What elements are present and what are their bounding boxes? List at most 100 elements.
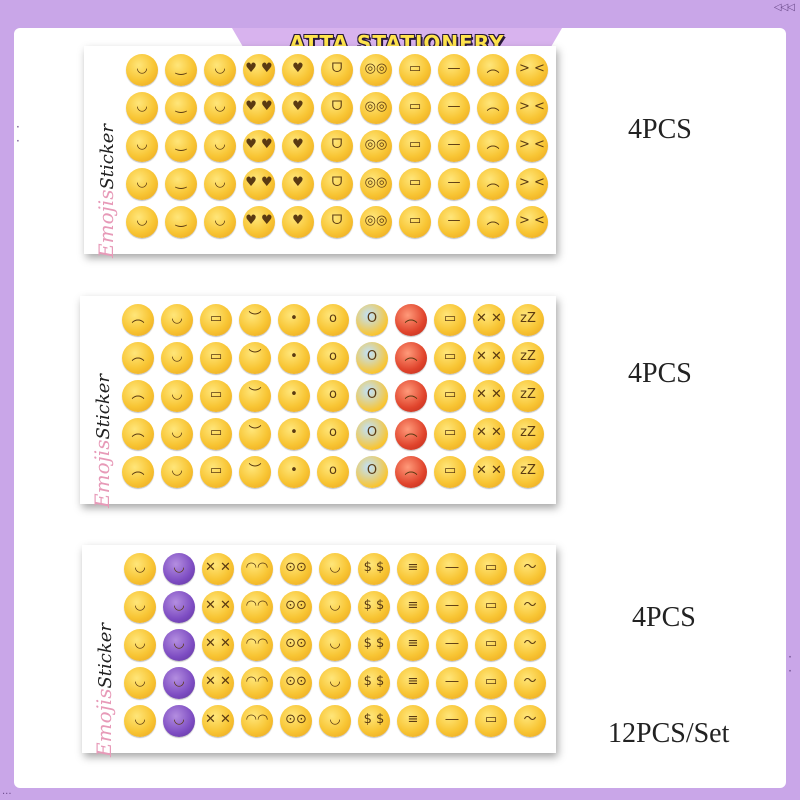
disappointed-face-icon: ︵	[477, 92, 509, 124]
emoji-grid: ◡ ◡ ✕ ✕ ◠◠ ⊙⊙ ◡ $ $ ≡ ― ▭ ～ ◡ ◡ ✕ ✕ ◠◠ ⊙⊙ ◡ $ $ ≡ ― ▭ ～ ◡ ◡ ✕ ✕ ◠…	[124, 553, 553, 743]
money-mouth-icon: $ $	[358, 667, 390, 699]
nerd-face-icon: ⊙⊙	[280, 553, 312, 585]
grimacing-face-icon: ▭	[399, 130, 431, 162]
flushed-face-icon: ◎◎	[360, 92, 392, 124]
smiling-blush-icon: ‿	[165, 92, 197, 124]
angry-face-icon: ︵	[395, 342, 427, 374]
emoji-face-mark: ―	[445, 712, 459, 727]
dizzy-face-icon: ✕ ✕	[473, 342, 505, 374]
emoji-face-mark: ▭	[443, 311, 457, 326]
tears-of-joy-icon: ◡	[161, 456, 193, 488]
smiling-devil-icon: ◡	[163, 553, 195, 585]
frame-dots-bottom-icon: ···	[2, 789, 12, 800]
emoji-face-mark: ◡	[136, 61, 148, 76]
emoji-face-mark: zZ	[520, 425, 536, 440]
sleeping-face-icon: zZ	[512, 342, 544, 374]
emoji-face-mark: ◠◠	[245, 560, 269, 575]
emoji-face-mark: ‿	[175, 99, 187, 114]
tears-of-joy-icon: ◡	[161, 342, 193, 374]
emoji-face-mark: > <	[519, 61, 545, 76]
disappointed-face-icon: ︵	[477, 130, 509, 162]
emoji-face-mark: ▭	[209, 463, 223, 478]
emoji-face-mark: ♥ ♥	[245, 213, 273, 228]
emoji-face-mark: > <	[519, 99, 545, 114]
emoji-face-mark: zZ	[520, 387, 536, 402]
emoji-face-mark: ▭	[209, 349, 223, 364]
dizzy-face-icon: ✕ ✕	[473, 456, 505, 488]
emoji-face-mark: ≡	[407, 636, 419, 651]
emoji-face-mark: ♥	[292, 137, 304, 152]
angry-face-icon: ︵	[395, 304, 427, 336]
yum-face-icon: ◡	[124, 705, 156, 737]
smiling-blush-icon: ‿	[165, 168, 197, 200]
unamused-face-icon: —	[438, 92, 470, 124]
emoji-face-mark: o	[329, 425, 337, 440]
emoji-face-mark: ▭	[484, 712, 498, 727]
emoji-face-mark: o	[329, 311, 337, 326]
emoji-face-mark: ⊙⊙	[285, 598, 307, 613]
emoji-face-mark: ◡	[134, 636, 146, 651]
laughing-squint-icon: > <	[516, 168, 548, 200]
thinking-face-icon: ～	[514, 629, 546, 661]
laughing-squint-icon: > <	[516, 54, 548, 86]
emoji-face-mark: ◎◎	[364, 99, 388, 114]
emoji-face-mark: $ $	[363, 636, 385, 651]
emoji-face-mark: ◡	[214, 61, 226, 76]
emoji-face-mark: ≡	[407, 712, 419, 727]
smiling-devil-icon: ◡	[163, 667, 195, 699]
emoji-face-mark: ︵	[486, 137, 500, 152]
emoji-face-mark: ◡	[134, 598, 146, 613]
crying-face-icon: ︵	[122, 342, 154, 374]
emoji-face-mark: ◠◠	[245, 598, 269, 613]
emoji-face-mark: ▭	[209, 311, 223, 326]
emoji-face-mark: o	[329, 387, 337, 402]
tongue-wink-icon: ᗜ	[321, 92, 353, 124]
frame-dots-left-icon: · ·	[16, 120, 20, 148]
money-mouth-icon: $ $	[358, 553, 390, 585]
tired-face-icon: ▭	[434, 418, 466, 450]
emoji-face-mark: $ $	[363, 712, 385, 727]
emoji-face-mark: ♥	[292, 99, 304, 114]
emoji-face-mark: ︵	[131, 311, 145, 326]
emoji-face-mark: ✕ ✕	[205, 636, 231, 651]
dizzy-face-icon: ✕ ✕	[473, 418, 505, 450]
emoji-face-mark: ︵	[131, 463, 145, 478]
emoji-face-mark: o	[329, 349, 337, 364]
emoji-face-mark: ︵	[486, 213, 500, 228]
emoji-face-mark: > <	[519, 137, 545, 152]
emoji-grid: ︵ ◡ ▭ ︶ • o O ︵ ▭ ✕ ✕ zZ ︵ ◡ ▭ ︶ • o O ︵ ▭ ✕ ✕ zZ ︵ ◡ ▭ ︶ • o O ︵ ▭ ✕ ✕…	[122, 304, 551, 494]
emoji-face-mark: ◡	[329, 712, 341, 727]
emoji-face-mark: ◡	[171, 311, 183, 326]
tears-of-joy-icon: ◡	[161, 418, 193, 450]
emoji-face-mark: ◡	[171, 349, 183, 364]
laughing-squint-icon: > <	[516, 206, 548, 238]
emoji-face-mark: —	[447, 61, 461, 76]
nerd-face-icon: ⊙⊙	[280, 705, 312, 737]
emoji-face-mark: ▭	[443, 463, 457, 478]
thermometer-face-icon: ―	[436, 667, 468, 699]
bandage-face-icon: ▭	[475, 553, 507, 585]
emoji-face-mark: ︶	[248, 387, 262, 402]
emoji-face-mark: ▭	[443, 425, 457, 440]
corner-arrows-icon: ◁◁◁	[773, 2, 795, 13]
unamused-face-icon: —	[438, 168, 470, 200]
hushed-face-icon: •	[278, 418, 310, 450]
loudly-crying-icon: ▭	[200, 380, 232, 412]
crying-face-icon: ︵	[122, 456, 154, 488]
emoji-face-mark: ▭	[209, 425, 223, 440]
emoji-face-mark: ▭	[408, 137, 422, 152]
emoji-face-mark: ♥ ♥	[245, 137, 273, 152]
emoji-face-mark: ―	[445, 598, 459, 613]
emoji-face-mark: ◡	[136, 137, 148, 152]
hugging-face-icon: ◡	[319, 629, 351, 661]
hugging-face-icon: ◡	[319, 591, 351, 623]
nerd-face-icon: ⊙⊙	[280, 629, 312, 661]
hushed-face-icon: •	[278, 304, 310, 336]
smiling-blush-icon: ‿	[165, 206, 197, 238]
zipper-mouth-icon: ≡	[397, 553, 429, 585]
angry-face-icon: ︵	[395, 456, 427, 488]
grimacing-face-icon: ▭	[399, 54, 431, 86]
screaming-face-icon: O	[356, 304, 388, 336]
thermometer-face-icon: ―	[436, 553, 468, 585]
eye-roll-icon: ◠◠	[241, 591, 273, 623]
